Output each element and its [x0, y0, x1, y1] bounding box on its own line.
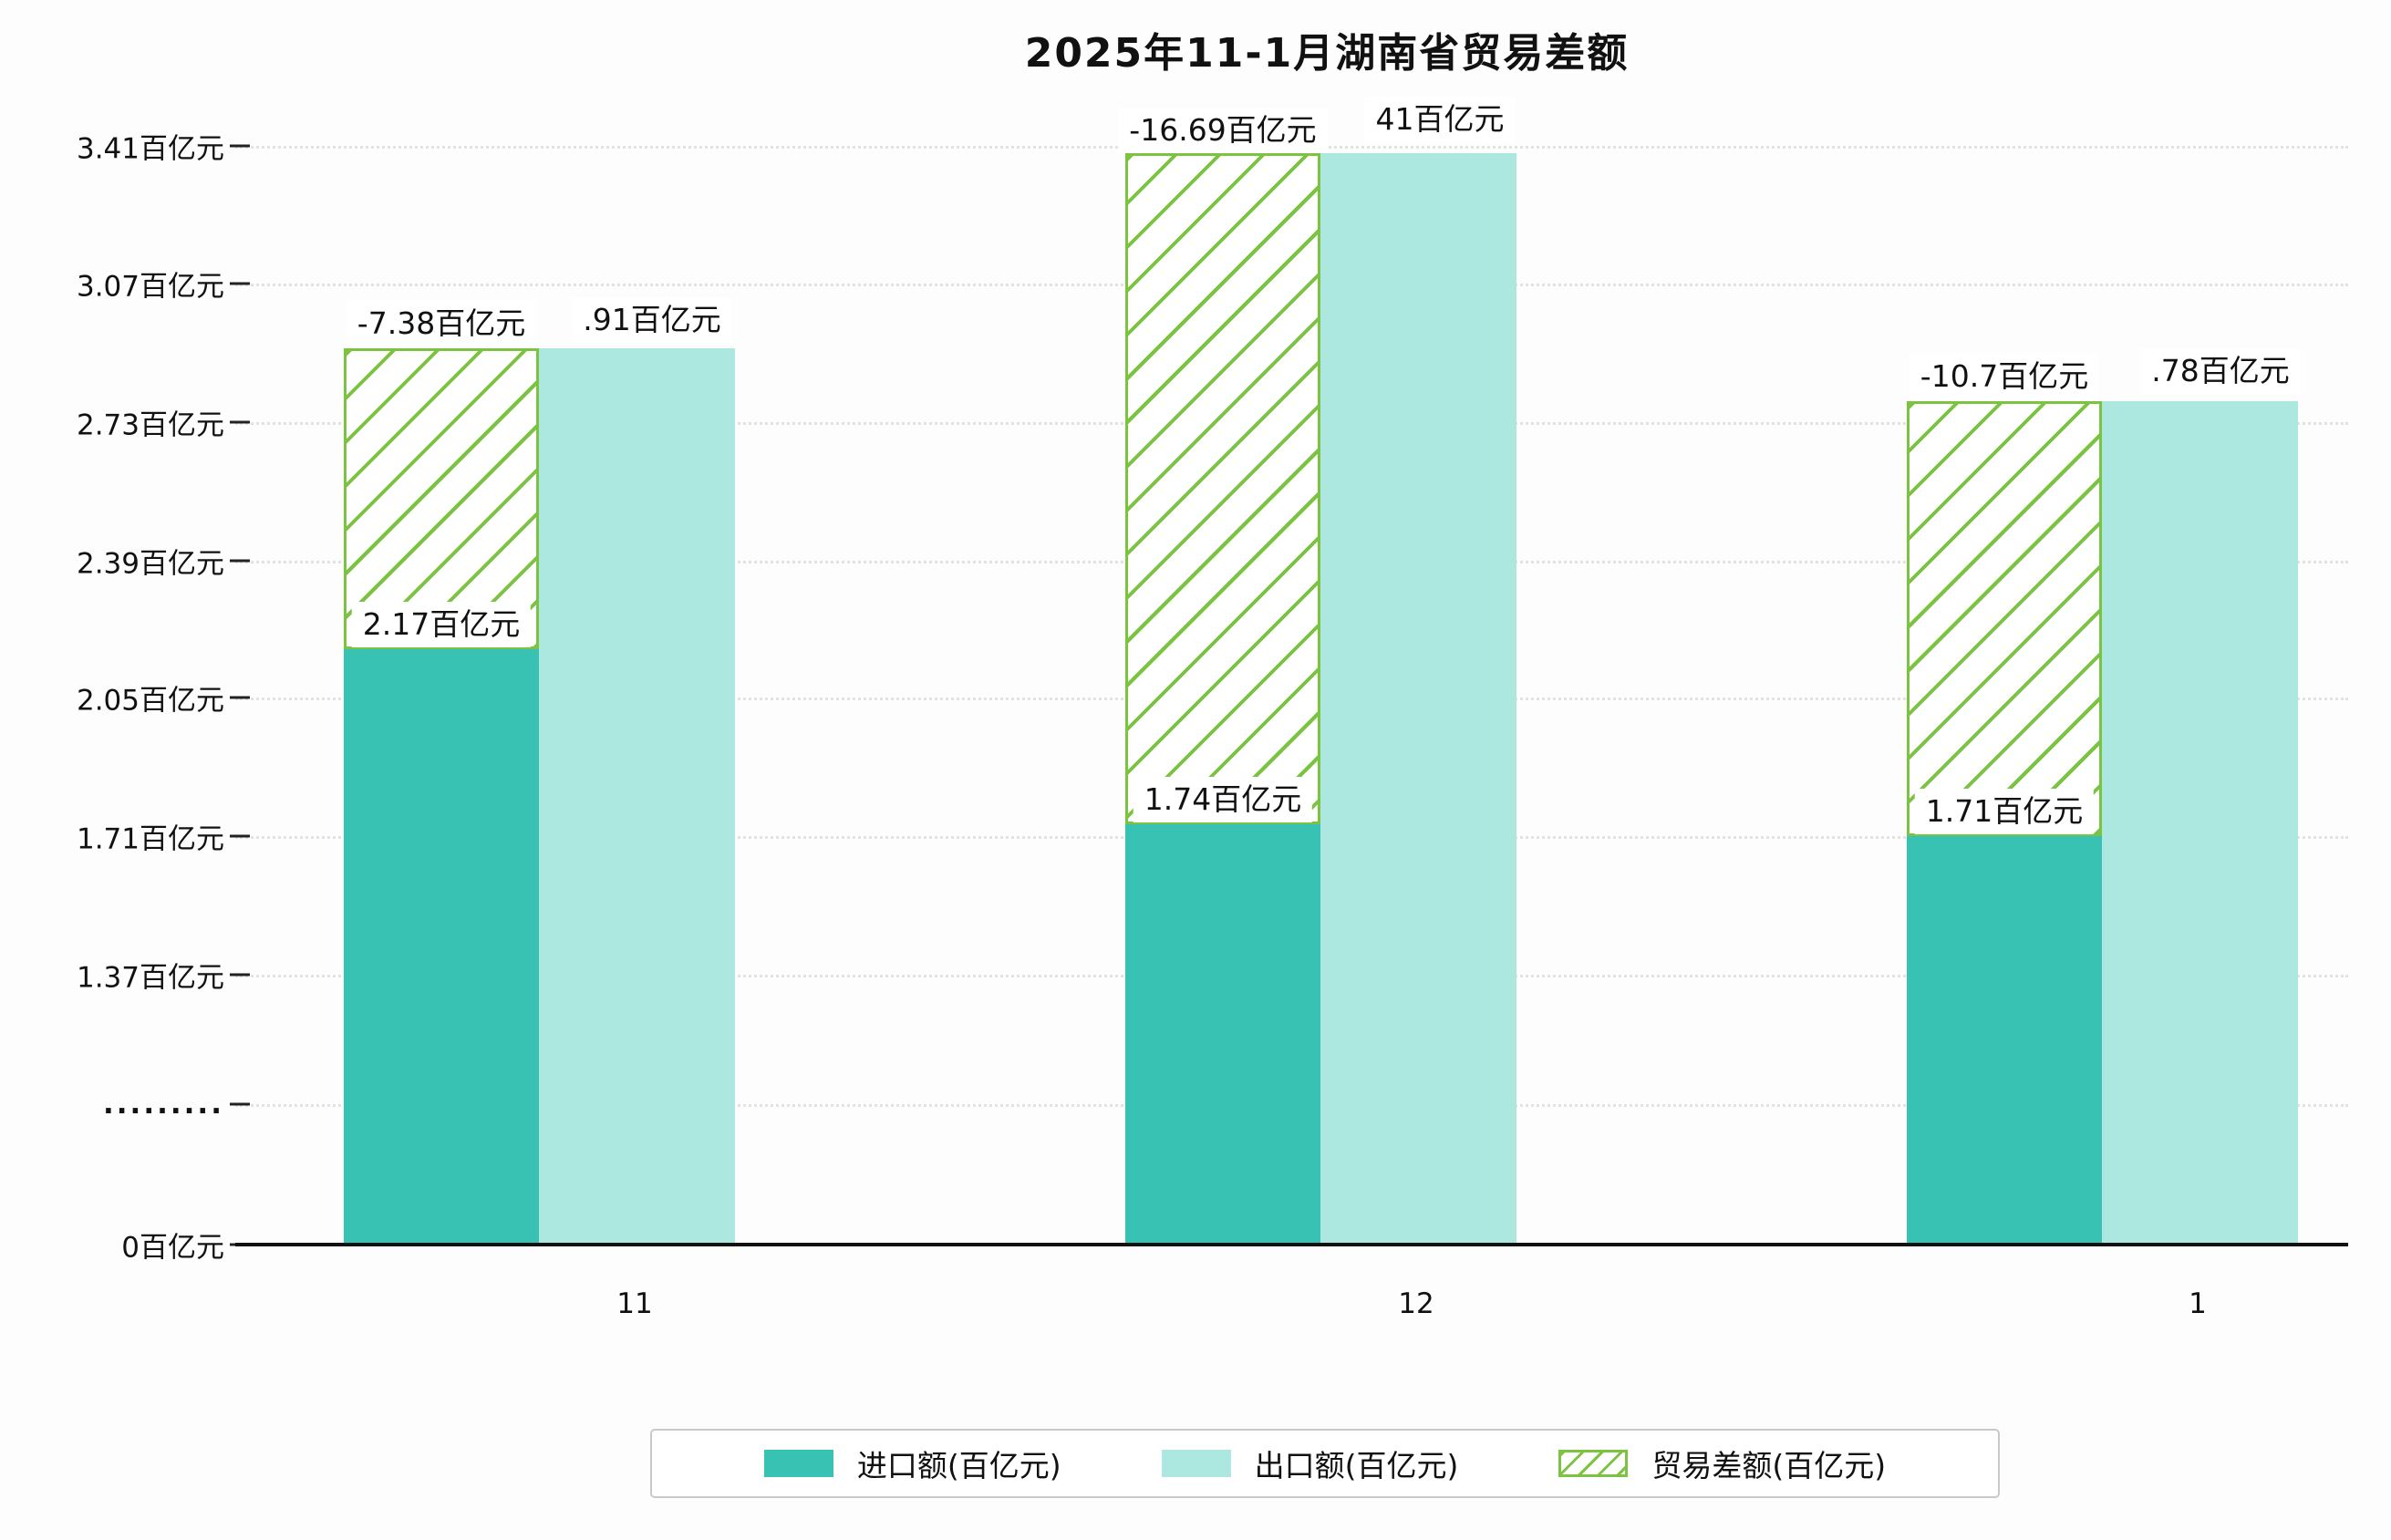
- balance-value-label: -7.38百亿元: [346, 301, 537, 347]
- export-bar-11: [539, 348, 735, 1245]
- legend-label-export: 出口额(百亿元): [1254, 1448, 1459, 1483]
- y-tick-mark: [230, 696, 250, 699]
- balance-hatched-swatch-icon: [1558, 1450, 1629, 1477]
- import-bar-1: [1907, 836, 2102, 1245]
- import-value-label: 1.74百亿元: [1133, 777, 1313, 823]
- y-tick-mark: [230, 420, 250, 424]
- y-tick-label: 3.41百亿元: [76, 132, 224, 166]
- export-bar-1: [2102, 401, 2298, 1245]
- y-tick-mark: [230, 282, 250, 285]
- import-value-label: 2.17百亿元: [351, 602, 532, 648]
- x-tick-label-11: 11: [616, 1287, 653, 1320]
- y-tick-label: 2.39百亿元: [76, 547, 224, 581]
- export-value-label: .78百亿元: [2140, 348, 2301, 395]
- y-tick-mark: [230, 144, 250, 148]
- legend: 进口额(百亿元) 出口额(百亿元) 贸易差额(百亿元): [650, 1429, 2000, 1498]
- y-tick-label: 2.05百亿元: [76, 684, 224, 718]
- x-axis-line: [235, 1243, 2348, 1246]
- legend-label-balance: 贸易差额(百亿元): [1651, 1448, 1887, 1483]
- y-tick-label: 0百亿元: [121, 1231, 224, 1265]
- y-tick-mark: [230, 973, 250, 977]
- y-tick-mark: [230, 559, 250, 563]
- export-swatch-icon: [1161, 1450, 1231, 1477]
- balance-bar-12: [1125, 153, 1320, 824]
- balance-value-label: -10.7百亿元: [1909, 354, 2100, 400]
- y-tick-mark: [230, 1102, 250, 1106]
- y-tick-label: 2.73百亿元: [76, 408, 224, 442]
- import-bar-12: [1125, 824, 1320, 1245]
- legend-label-import: 进口额(百亿元): [856, 1448, 1061, 1483]
- x-tick-label-1: 1: [2189, 1287, 2207, 1320]
- chart-title: 2025年11-1月湖南省贸易差额: [1024, 30, 1630, 77]
- export-value-label: 41百亿元: [1364, 97, 1516, 143]
- legend-item-import: 进口额(百亿元): [763, 1442, 1061, 1485]
- export-value-label: .91百亿元: [572, 297, 732, 344]
- x-tick-label-12: 12: [1398, 1287, 1434, 1320]
- y-tick-label: 3.07百亿元: [76, 270, 224, 304]
- balance-bar-11: [344, 348, 539, 649]
- y-tick-label: 1.71百亿元: [76, 822, 224, 856]
- legend-item-balance: 贸易差额(百亿元): [1558, 1442, 1886, 1485]
- y-tick-label: 1.37百亿元: [76, 961, 224, 995]
- import-value-label: 1.71百亿元: [1914, 789, 2095, 835]
- import-swatch-icon: [763, 1450, 833, 1477]
- import-bar-11: [344, 649, 539, 1245]
- balance-bar-1: [1907, 401, 2102, 836]
- export-bar-12: [1320, 153, 1516, 1245]
- y-tick-mark: [230, 834, 250, 838]
- legend-item-export: 出口额(百亿元): [1161, 1442, 1459, 1485]
- y-axis-break-label: .........: [103, 1088, 224, 1121]
- balance-value-label: -16.69百亿元: [1118, 108, 1328, 154]
